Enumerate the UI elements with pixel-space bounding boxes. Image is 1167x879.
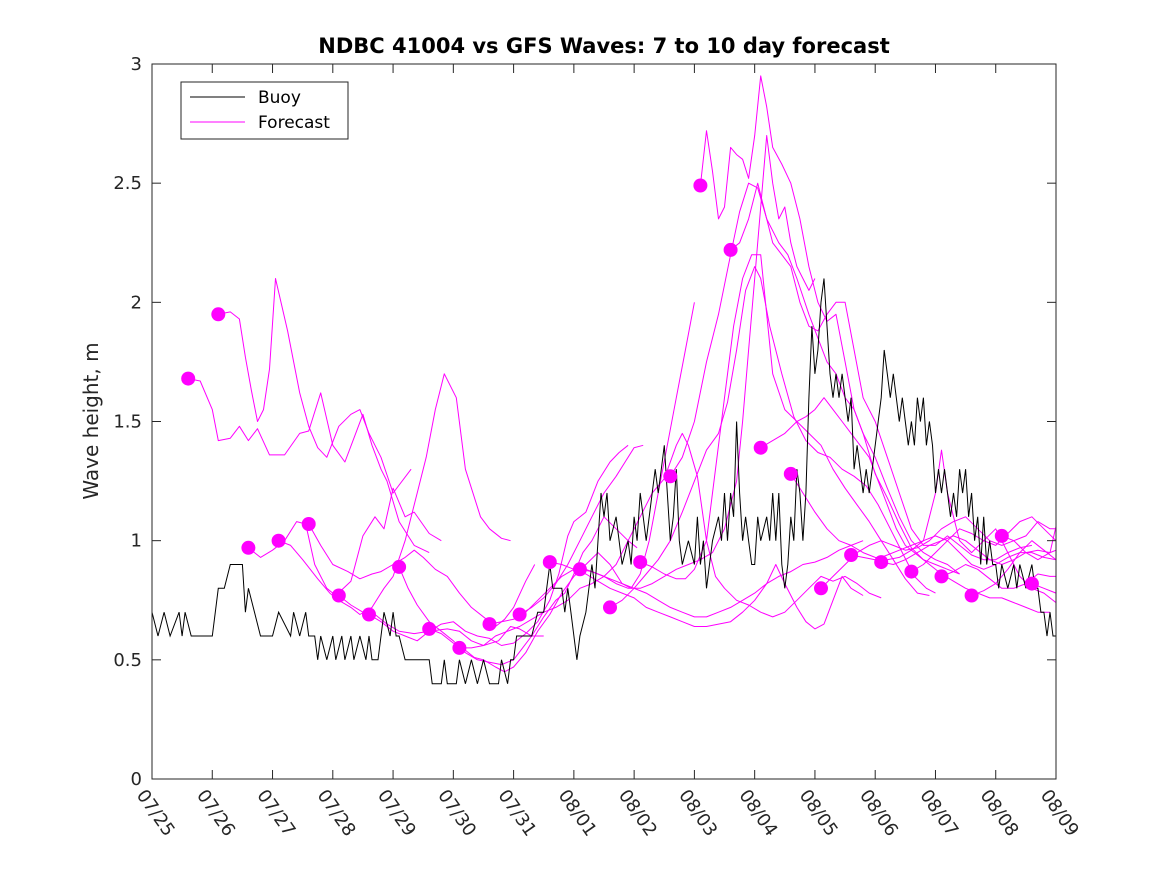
forecast-marker-24 (874, 555, 889, 570)
y-tick-label: 2 (131, 292, 142, 313)
forecast-marker-15 (603, 600, 617, 615)
forecast-line-26 (941, 564, 1056, 589)
y-axis-label: Wave height, m (79, 342, 103, 499)
forecast-line-28 (1001, 526, 1056, 561)
forecast-marker-4 (271, 533, 286, 548)
forecast-marker-2 (211, 307, 226, 322)
y-tick-label: 2.5 (113, 173, 142, 194)
forecast-marker-5 (301, 517, 316, 531)
forecast-marker-7 (362, 607, 376, 622)
forecast-line-10 (459, 432, 882, 649)
forecast-marker-14 (572, 562, 587, 577)
forecast-marker-16 (633, 555, 648, 570)
forecast-line-24 (881, 535, 1056, 565)
forecast-marker-6 (331, 588, 346, 603)
clipped-marks (152, 75, 1056, 685)
forecast-line-4 (278, 373, 511, 615)
forecast-marker-23 (844, 548, 859, 562)
data-series (152, 75, 1056, 685)
forecast-marker-29 (1024, 576, 1039, 591)
forecast-line-22 (820, 516, 1056, 589)
y-tick-label: 1 (131, 531, 142, 552)
forecast-line-7 (368, 444, 629, 646)
forecast-marker-1 (181, 371, 196, 386)
forecast-marker-19 (723, 242, 738, 257)
legend: Buoy Forecast (180, 81, 349, 140)
forecast-marker-17 (663, 469, 678, 484)
forecast-marker-10 (452, 640, 467, 655)
y-tick-label: 0 (131, 769, 142, 790)
y-tick-label: 3 (131, 54, 142, 75)
legend-buoy-label: Buoy (258, 88, 301, 108)
legend-box (180, 81, 349, 140)
forecast-marker-20 (753, 440, 768, 455)
forecast-line-14 (579, 135, 816, 589)
forecast-marker-26 (934, 569, 949, 584)
forecast-marker-21 (783, 466, 798, 481)
forecast-marker-12 (512, 607, 527, 622)
forecast-line-1 (188, 378, 430, 554)
y-tick-label: 1.5 (113, 412, 142, 433)
forecast-line-8 (398, 516, 638, 666)
forecast-marker-27 (964, 588, 979, 603)
forecast-line-17 (669, 182, 960, 575)
forecast-line-16 (640, 254, 930, 596)
forecast-line-20 (760, 397, 1050, 613)
buoy-line (152, 278, 1056, 685)
forecast-line-19 (730, 182, 1032, 561)
forecast-line-25 (911, 516, 1056, 573)
forecast-line-18 (699, 75, 960, 575)
forecast-marker-3 (241, 540, 256, 555)
forecast-marker-13 (542, 555, 557, 570)
y-tick-label: 0.5 (113, 650, 142, 671)
forecast-marker-18 (693, 178, 708, 193)
forecast-marker-8 (392, 559, 407, 574)
chart-title: NDBC 41004 vs GFS Waves: 7 to 10 day for… (318, 34, 889, 58)
forecast-line-27 (971, 540, 1056, 596)
forecast-marker-25 (904, 564, 919, 579)
forecast-marker-9 (422, 621, 437, 636)
forecast-marker-22 (814, 581, 828, 596)
forecast-line-9 (429, 302, 695, 673)
legend-forecast-label: Forecast (258, 113, 330, 133)
forecast-line-2 (218, 278, 412, 494)
forecast-marker-28 (994, 528, 1009, 543)
forecast-line-12 (519, 444, 644, 615)
forecast-line-11 (489, 540, 864, 625)
forecast-marker-11 (482, 617, 497, 632)
forecast-line-13 (549, 561, 864, 630)
